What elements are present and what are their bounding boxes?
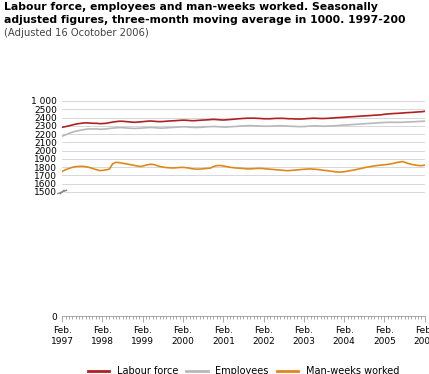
Text: Labour force, employees and man-weeks worked. Seasonally: Labour force, employees and man-weeks wo… bbox=[4, 2, 378, 12]
Text: (Adjusted 16 Ocotober 2006): (Adjusted 16 Ocotober 2006) bbox=[4, 28, 149, 38]
Legend: Labour force, Employees, Man-weeks worked: Labour force, Employees, Man-weeks worke… bbox=[84, 362, 403, 374]
Text: adjusted figures, three-month moving average in 1000. 1997-200: adjusted figures, three-month moving ave… bbox=[4, 15, 406, 25]
